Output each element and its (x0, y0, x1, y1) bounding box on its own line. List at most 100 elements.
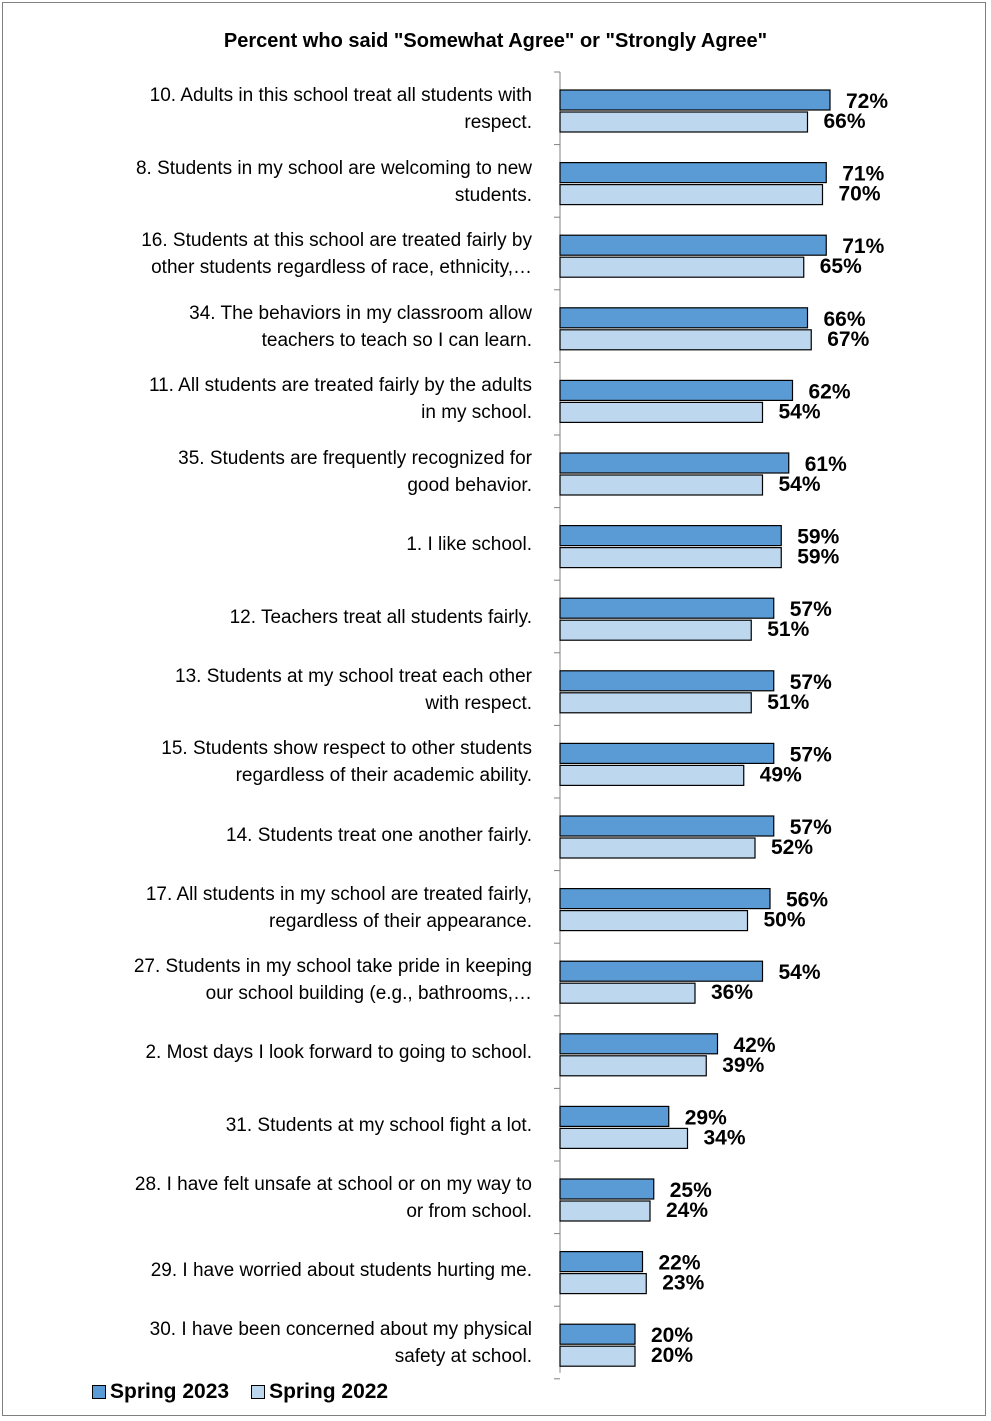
bar-spring-2022 (559, 1200, 651, 1222)
data-label-spring-2022: 66% (824, 110, 866, 133)
category-label: 14. Students treat one another fairly. (226, 824, 532, 846)
bar-spring-2023 (559, 742, 775, 765)
bar-spring-2022 (559, 329, 812, 351)
bar-spring-2023 (559, 1033, 719, 1055)
category-label: 31. Students at my school fight a lot. (225, 1114, 532, 1136)
bar-spring-2022 (559, 1055, 707, 1077)
data-label-spring-2022: 36% (711, 981, 753, 1004)
data-label-spring-2023: 29% (685, 1106, 727, 1129)
data-label-spring-2023: 71% (842, 235, 884, 258)
category-label: 2. Most days I look forward to going to … (145, 1042, 532, 1064)
legend-item-spring-2023: Spring 2023 (92, 1380, 229, 1404)
data-label-spring-2023: 71% (842, 163, 884, 186)
legend-swatch-spring-2022 (251, 1385, 266, 1399)
data-label-spring-2023: 57% (790, 671, 832, 694)
data-label-spring-2023: 42% (734, 1034, 776, 1057)
legend-swatch-spring-2023 (92, 1385, 106, 1399)
data-label-spring-2023: 56% (786, 889, 828, 912)
data-label-spring-2023: 25% (670, 1179, 712, 1202)
category-label: 16. Students at this school are treated … (141, 230, 532, 279)
legend-item-spring-2022: Spring 2022 (251, 1380, 388, 1404)
bar-spring-2023 (559, 815, 775, 837)
bar-spring-2022 (559, 474, 764, 496)
category-label: 15. Students show respect to other stude… (161, 738, 532, 787)
bar-spring-2023 (559, 452, 790, 474)
data-label-spring-2023: 22% (659, 1252, 701, 1275)
bar-spring-2022 (559, 764, 745, 787)
legend: Spring 2023 Spring 2022 (92, 1380, 410, 1404)
data-label-spring-2022: 51% (767, 618, 809, 641)
legend-label-spring-2022: Spring 2022 (269, 1380, 389, 1403)
bar-spring-2023 (559, 597, 775, 619)
data-label-spring-2023: 54% (779, 961, 821, 984)
bar-spring-2022 (559, 1272, 647, 1295)
bar-spring-2022 (559, 184, 824, 206)
bar-spring-2022 (559, 1127, 689, 1150)
data-label-spring-2023: 62% (809, 380, 851, 403)
category-label: 35. Students are frequently recognized f… (178, 448, 532, 496)
data-label-spring-2022: 49% (760, 763, 802, 786)
bar-spring-2023 (559, 307, 809, 329)
data-label-spring-2023: 57% (790, 598, 832, 621)
bar-spring-2023 (559, 1250, 644, 1273)
category-label: 8. Students in my school are welcoming t… (135, 157, 532, 206)
category-label: 29. I have worried about students hurtin… (150, 1260, 532, 1282)
category-label: 27. Students in my school take pride in … (133, 956, 532, 1005)
data-label-spring-2022: 51% (767, 691, 809, 714)
data-label-spring-2022: 24% (666, 1199, 708, 1222)
bar-spring-2022 (559, 401, 764, 423)
data-label-spring-2023: 20% (651, 1324, 693, 1347)
bar-spring-2023 (559, 670, 775, 692)
data-label-spring-2022: 39% (722, 1054, 764, 1077)
category-label: 13. Students at my school treat each oth… (175, 665, 532, 714)
bar-spring-2023 (559, 234, 827, 256)
data-label-spring-2023: 66% (824, 308, 866, 331)
data-label-spring-2023: 61% (805, 453, 847, 476)
data-label-spring-2022: 67% (827, 328, 869, 351)
bar-spring-2023 (559, 524, 782, 547)
bar-spring-2022 (559, 111, 809, 133)
bar-spring-2023 (559, 162, 827, 184)
chart-title: Percent who said "Somewhat Agree" or "St… (223, 30, 768, 52)
data-label-spring-2022: 65% (820, 255, 862, 278)
bar-spring-2022 (559, 619, 752, 641)
data-label-spring-2023: 57% (790, 816, 832, 839)
data-label-spring-2022: 34% (704, 1126, 746, 1149)
data-label-spring-2022: 20% (651, 1344, 693, 1367)
data-label-spring-2023: 59% (797, 526, 839, 549)
bar-spring-2023 (559, 1178, 655, 1200)
category-label: 28. I have felt unsafe at school or on m… (134, 1174, 532, 1222)
data-label-spring-2023: 72% (846, 90, 888, 113)
data-label-spring-2022: 54% (779, 473, 821, 496)
data-label-spring-2022: 23% (662, 1272, 704, 1295)
category-label: 17. All students in my school are treate… (145, 883, 532, 932)
bar-spring-2023 (559, 1323, 636, 1345)
bar-spring-2023 (559, 379, 794, 401)
bar-spring-2023 (559, 887, 771, 910)
bar-spring-2023 (559, 89, 831, 111)
category-label: 34. The behaviors in my classroom allow … (189, 302, 532, 351)
bar-spring-2022 (559, 1345, 636, 1367)
data-label-spring-2022: 52% (771, 836, 813, 859)
bar-spring-2022 (559, 546, 782, 569)
category-label: 30. I have been concerned about my physi… (149, 1319, 532, 1368)
data-label-spring-2023: 57% (790, 743, 832, 766)
category-label: 12. Teachers treat all students fairly. (229, 606, 532, 628)
data-label-spring-2022: 59% (797, 546, 839, 569)
bar-spring-2022 (559, 837, 756, 859)
legend-label-spring-2023: Spring 2023 (110, 1380, 230, 1403)
bar-spring-2022 (559, 256, 805, 278)
category-label: 1. I like school. (406, 534, 532, 556)
bar-spring-2022 (559, 909, 749, 932)
bar-spring-2023 (559, 960, 764, 982)
bar-spring-2022 (559, 692, 752, 714)
bar-spring-2023 (559, 1105, 670, 1128)
data-label-spring-2022: 70% (839, 183, 881, 206)
bar-spring-2022 (559, 982, 696, 1004)
data-label-spring-2022: 54% (779, 400, 821, 423)
data-label-spring-2022: 50% (764, 909, 806, 932)
category-label: 11. All students are treated fairly by t… (148, 375, 532, 424)
